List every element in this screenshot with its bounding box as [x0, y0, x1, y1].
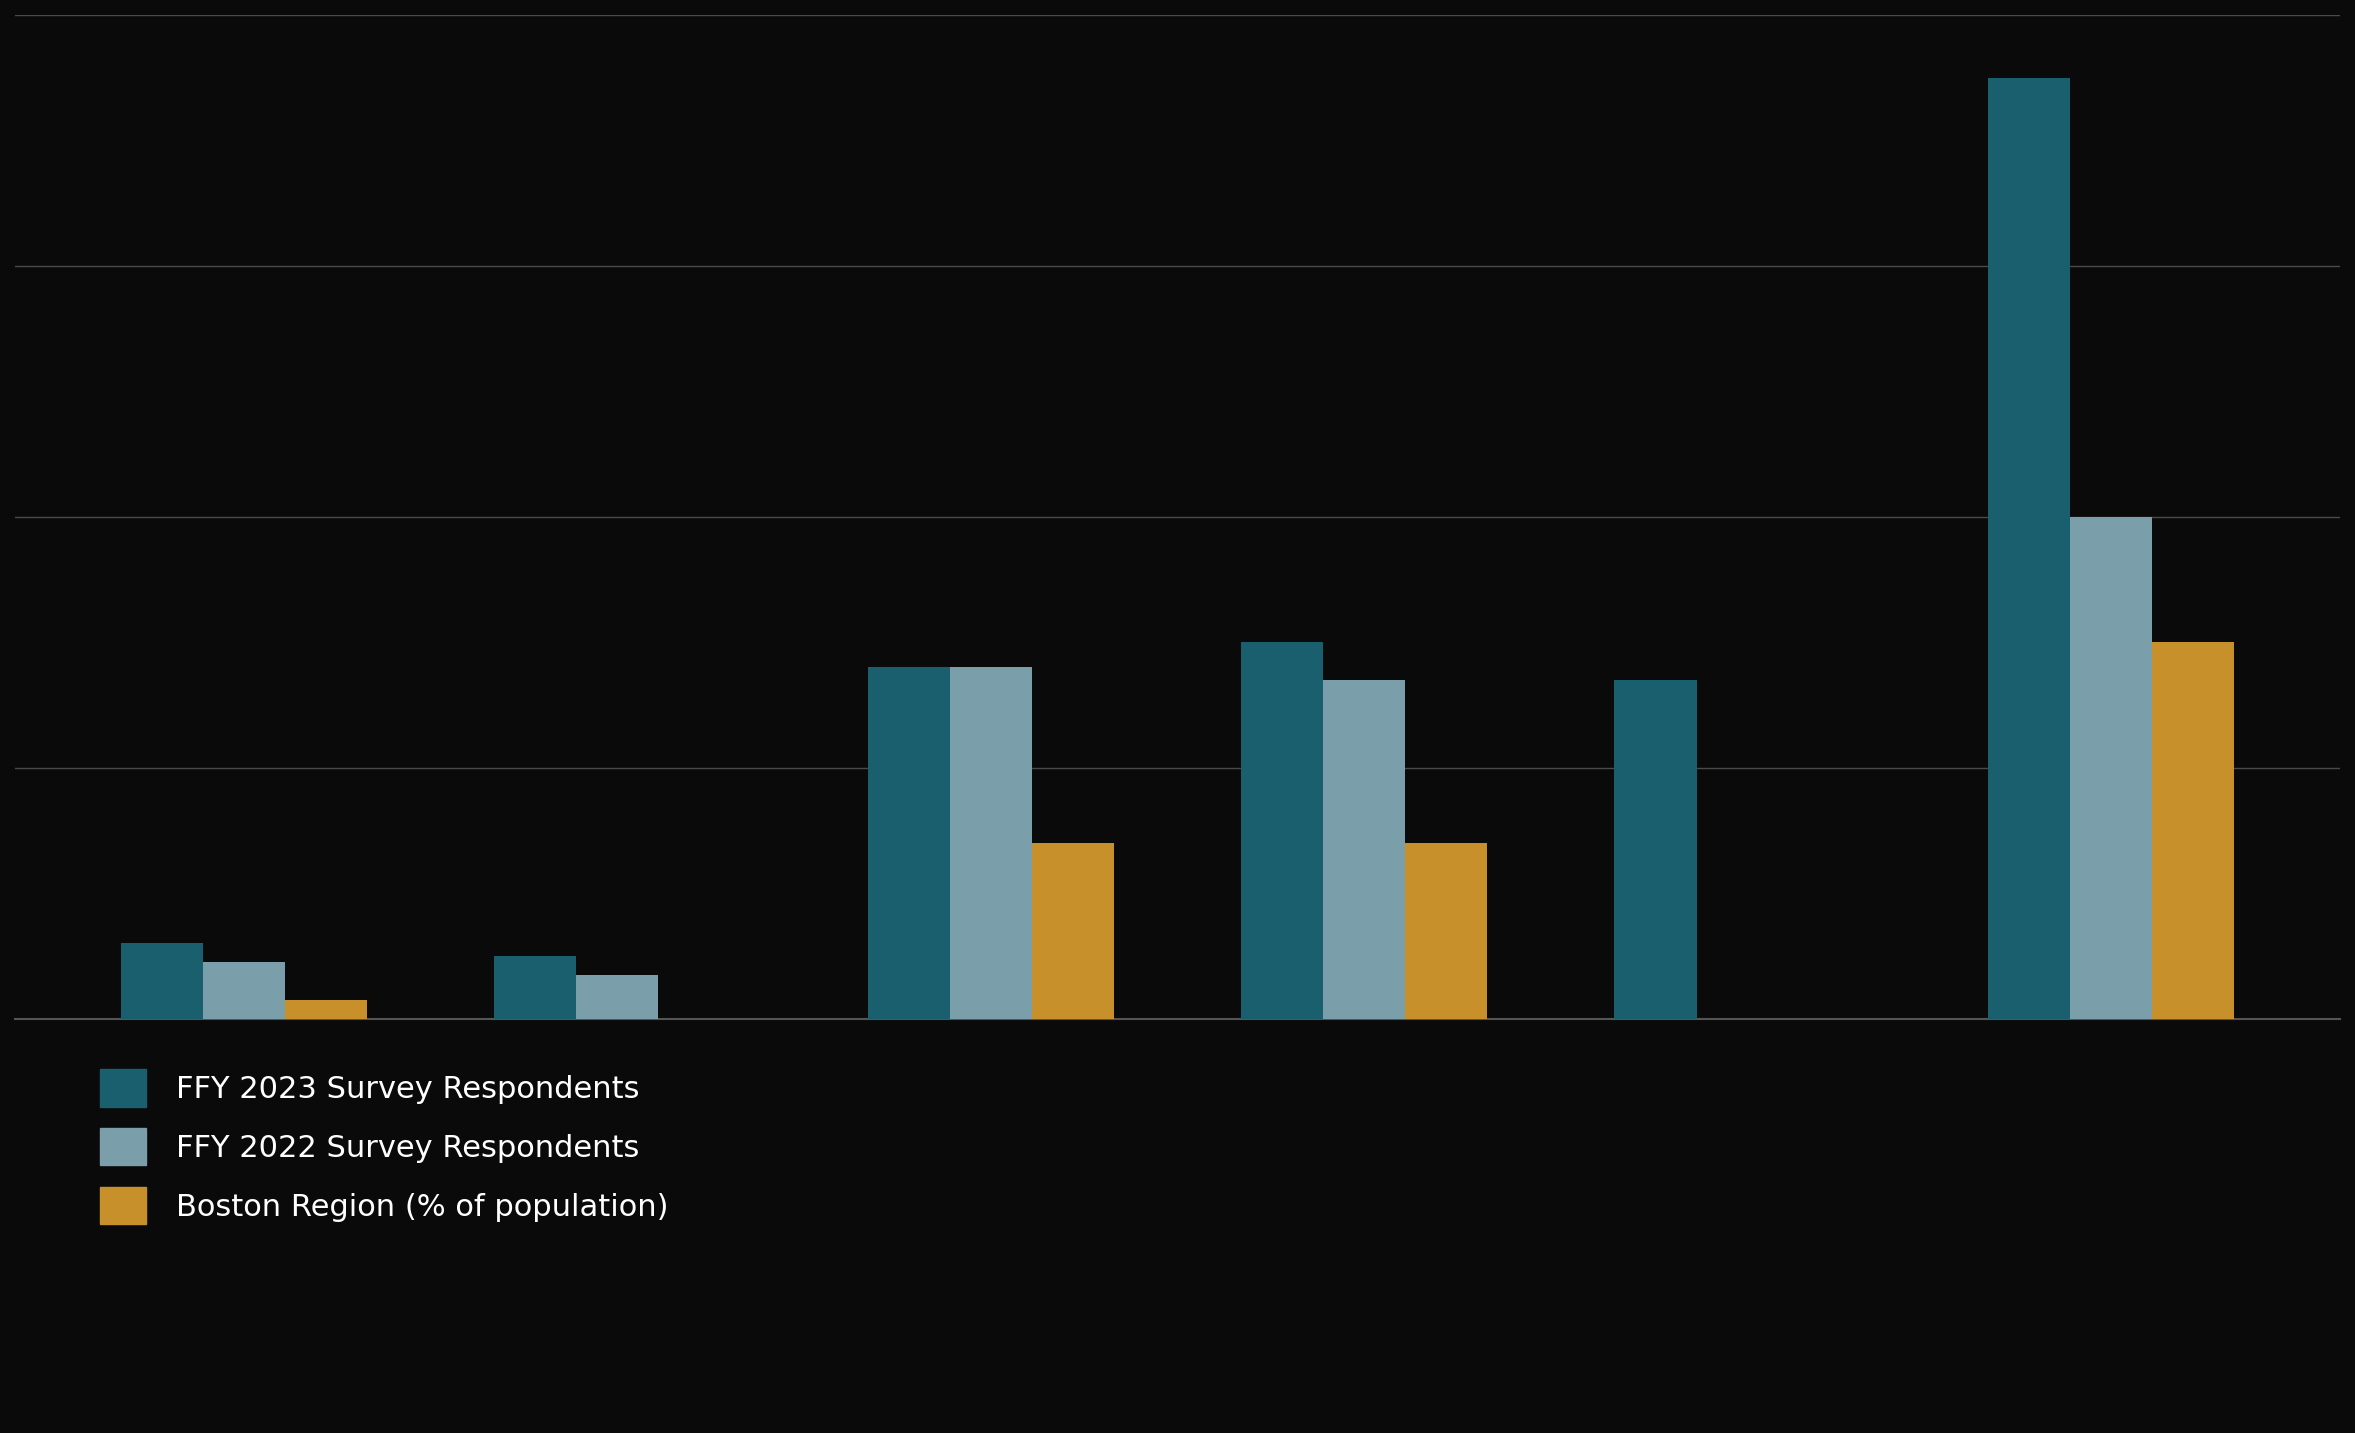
Bar: [120, 943, 203, 1019]
Bar: [495, 956, 577, 1019]
Bar: [285, 1000, 367, 1019]
Bar: [2152, 642, 2235, 1019]
Bar: [203, 962, 285, 1019]
Legend: FFY 2023 Survey Respondents, FFY 2022 Survey Respondents, Boston Region (% of po: FFY 2023 Survey Respondents, FFY 2022 Su…: [99, 1069, 669, 1224]
Bar: [1988, 77, 2070, 1019]
Bar: [867, 668, 949, 1019]
Bar: [1616, 679, 1696, 1019]
Bar: [1324, 679, 1406, 1019]
Bar: [949, 668, 1031, 1019]
Bar: [1241, 642, 1324, 1019]
Bar: [2070, 517, 2152, 1019]
Bar: [1406, 843, 1488, 1019]
Bar: [577, 974, 659, 1019]
Bar: [1031, 843, 1114, 1019]
